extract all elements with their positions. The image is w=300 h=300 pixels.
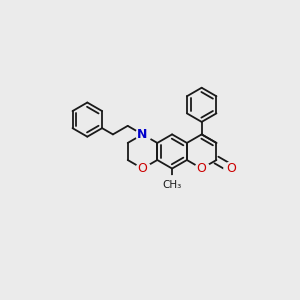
Text: O: O bbox=[138, 162, 147, 175]
Text: N: N bbox=[137, 128, 148, 141]
Text: O: O bbox=[226, 162, 236, 175]
Text: CH₃: CH₃ bbox=[163, 180, 182, 190]
Text: O: O bbox=[197, 162, 207, 175]
